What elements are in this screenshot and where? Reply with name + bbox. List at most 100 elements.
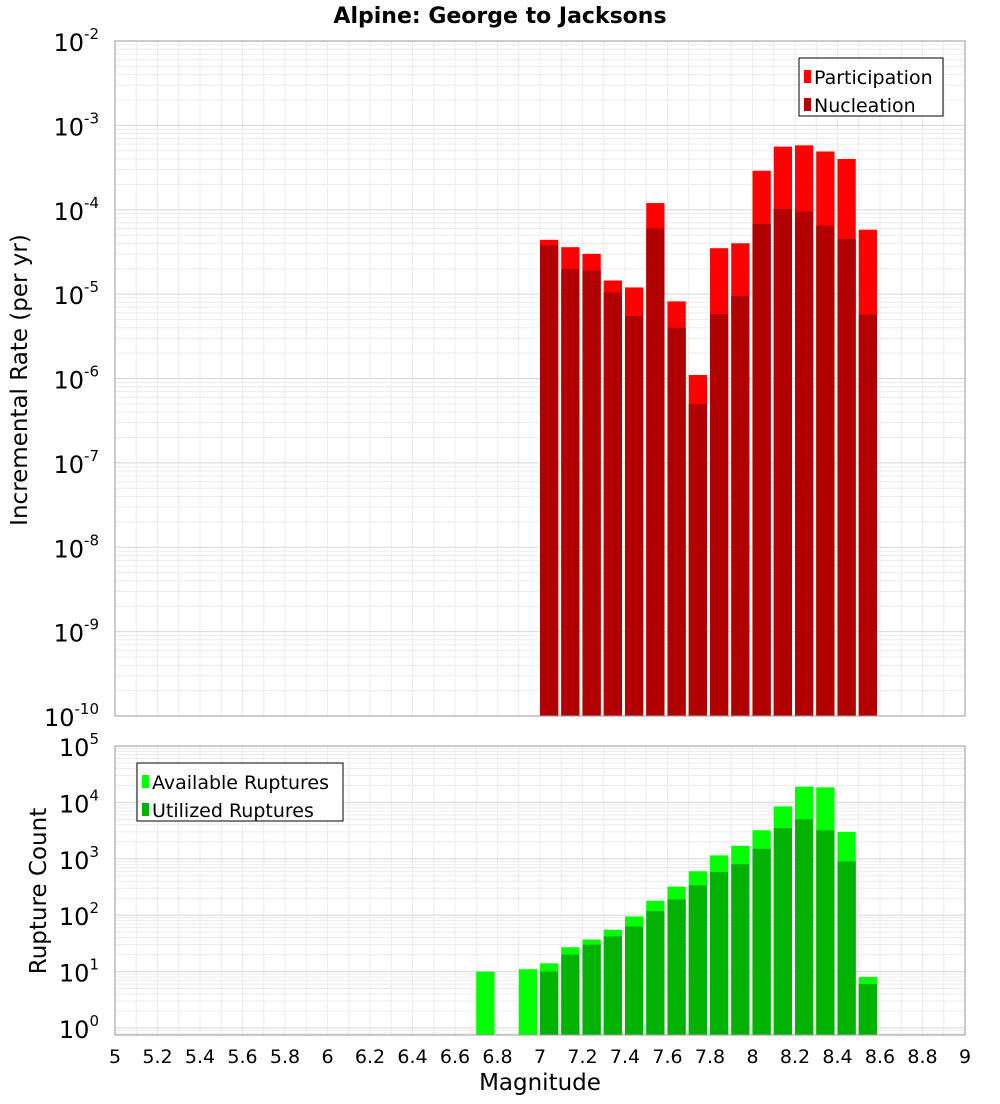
x-tick-label: 7 xyxy=(534,1046,546,1068)
bar xyxy=(476,971,495,1035)
legend-swatch xyxy=(142,803,149,816)
bar xyxy=(858,314,877,716)
y-tick-label: 10-5 xyxy=(53,278,99,310)
x-tick-label: 8.8 xyxy=(907,1046,937,1068)
bar xyxy=(603,936,622,1035)
y-tick-base: 10 xyxy=(59,847,90,875)
y-tick-base: 10 xyxy=(53,29,84,57)
bar xyxy=(752,848,771,1035)
legend-entry: Participation xyxy=(814,67,933,89)
y-tick-label: 10-10 xyxy=(44,700,99,732)
legend-swatch xyxy=(804,98,811,111)
y-tick-exponent: 4 xyxy=(89,786,99,804)
x-tick-label: 7.8 xyxy=(695,1046,725,1068)
bar xyxy=(625,926,644,1035)
bar xyxy=(603,292,622,716)
y-tick-exponent: -6 xyxy=(84,363,99,381)
y-tick-exponent: -4 xyxy=(84,194,99,212)
bar xyxy=(773,209,792,716)
y-tick-base: 10 xyxy=(59,734,90,762)
bar xyxy=(667,899,686,1035)
y-tick-base: 10 xyxy=(59,960,90,988)
bars xyxy=(540,145,877,717)
y-tick-exponent: -10 xyxy=(75,700,100,718)
y-tick-exponent: -7 xyxy=(84,447,99,465)
x-tick-label: 9 xyxy=(959,1046,971,1068)
y-tick-label: 105 xyxy=(59,730,99,762)
legend-box xyxy=(136,762,344,822)
y-tick-label: 10-7 xyxy=(53,447,99,479)
legend-swatch xyxy=(804,70,811,83)
x-tick-label: 6.8 xyxy=(482,1046,512,1068)
x-tick-label: 5.6 xyxy=(227,1046,257,1068)
chart-title: Alpine: George to Jacksons xyxy=(333,4,666,29)
x-tick-label: 5 xyxy=(109,1046,121,1068)
y-tick-base: 10 xyxy=(53,620,84,648)
legend-entry: Utilized Ruptures xyxy=(152,800,314,822)
series-utilized-ruptures xyxy=(540,819,877,1035)
bar xyxy=(561,268,580,716)
bar xyxy=(646,228,665,716)
y-tick-base: 10 xyxy=(53,367,84,395)
y-tick-exponent: 0 xyxy=(89,1012,99,1030)
series-nucleation xyxy=(540,209,877,717)
x-tick-label: 6.6 xyxy=(440,1046,470,1068)
x-tick-label: 5.2 xyxy=(142,1046,172,1068)
x-tick-label: 6.4 xyxy=(397,1046,427,1068)
y-tick-label: 102 xyxy=(59,899,99,931)
bottom-y-axis-label: Rupture Count xyxy=(26,808,52,974)
bar xyxy=(837,861,856,1035)
x-tick-label: 7.6 xyxy=(652,1046,682,1068)
x-tick-label: 8.2 xyxy=(780,1046,810,1068)
x-tick-label: 5.8 xyxy=(270,1046,300,1068)
x-tick-label: 6 xyxy=(321,1046,333,1068)
bar xyxy=(646,911,665,1035)
y-tick-label: 101 xyxy=(59,956,99,988)
y-tick-base: 10 xyxy=(53,113,84,141)
bar xyxy=(773,828,792,1035)
legend-swatch xyxy=(142,775,149,788)
y-tick-base: 10 xyxy=(53,535,84,563)
x-tick-labels: 5 5.2 5.4 5.6 5.8 6 6.2 6.4 6.6 6.8 7 7.2 7.4 7.6 7.8 8… xyxy=(109,1046,971,1068)
x-tick-label: 8 xyxy=(746,1046,758,1068)
y-tick-base: 10 xyxy=(59,1016,90,1044)
y-tick-exponent: 3 xyxy=(89,843,99,861)
y-tick-base: 10 xyxy=(44,704,75,732)
bar xyxy=(667,327,686,716)
y-tick-exponent: -9 xyxy=(84,616,99,634)
bar xyxy=(837,239,856,716)
bar xyxy=(816,225,835,716)
bar xyxy=(752,223,771,716)
y-tick-exponent: -2 xyxy=(84,25,99,43)
top-y-axis-label: Incremental Rate (per yr) xyxy=(7,234,33,526)
x-axis-label: Magnitude xyxy=(479,1070,601,1096)
y-tick-exponent: 2 xyxy=(89,899,99,917)
y-tick-base: 10 xyxy=(53,282,84,310)
bar xyxy=(710,872,729,1035)
y-tick-exponent: 5 xyxy=(89,730,99,748)
bar xyxy=(688,885,707,1035)
y-tick-base: 10 xyxy=(53,198,84,226)
bar xyxy=(582,270,601,716)
x-tick-label: 6.2 xyxy=(355,1046,385,1068)
legend: Participation Nucleation xyxy=(798,57,944,117)
bar xyxy=(731,864,750,1035)
bar xyxy=(731,296,750,716)
x-tick-label: 8.6 xyxy=(865,1046,895,1068)
x-tick-label: 7.4 xyxy=(610,1046,640,1068)
bar xyxy=(582,944,601,1035)
y-tick-label: 10-4 xyxy=(53,194,99,226)
y-tick-label: 10-2 xyxy=(53,25,99,57)
plot-frame xyxy=(114,40,966,717)
legend-box xyxy=(798,57,944,117)
bar xyxy=(540,245,559,717)
x-tick-label: 5.4 xyxy=(185,1046,215,1068)
bar xyxy=(858,984,877,1035)
y-tick-base: 10 xyxy=(59,790,90,818)
y-tick-exponent: -5 xyxy=(84,278,99,296)
y-tick-label: 100 xyxy=(59,1012,99,1044)
